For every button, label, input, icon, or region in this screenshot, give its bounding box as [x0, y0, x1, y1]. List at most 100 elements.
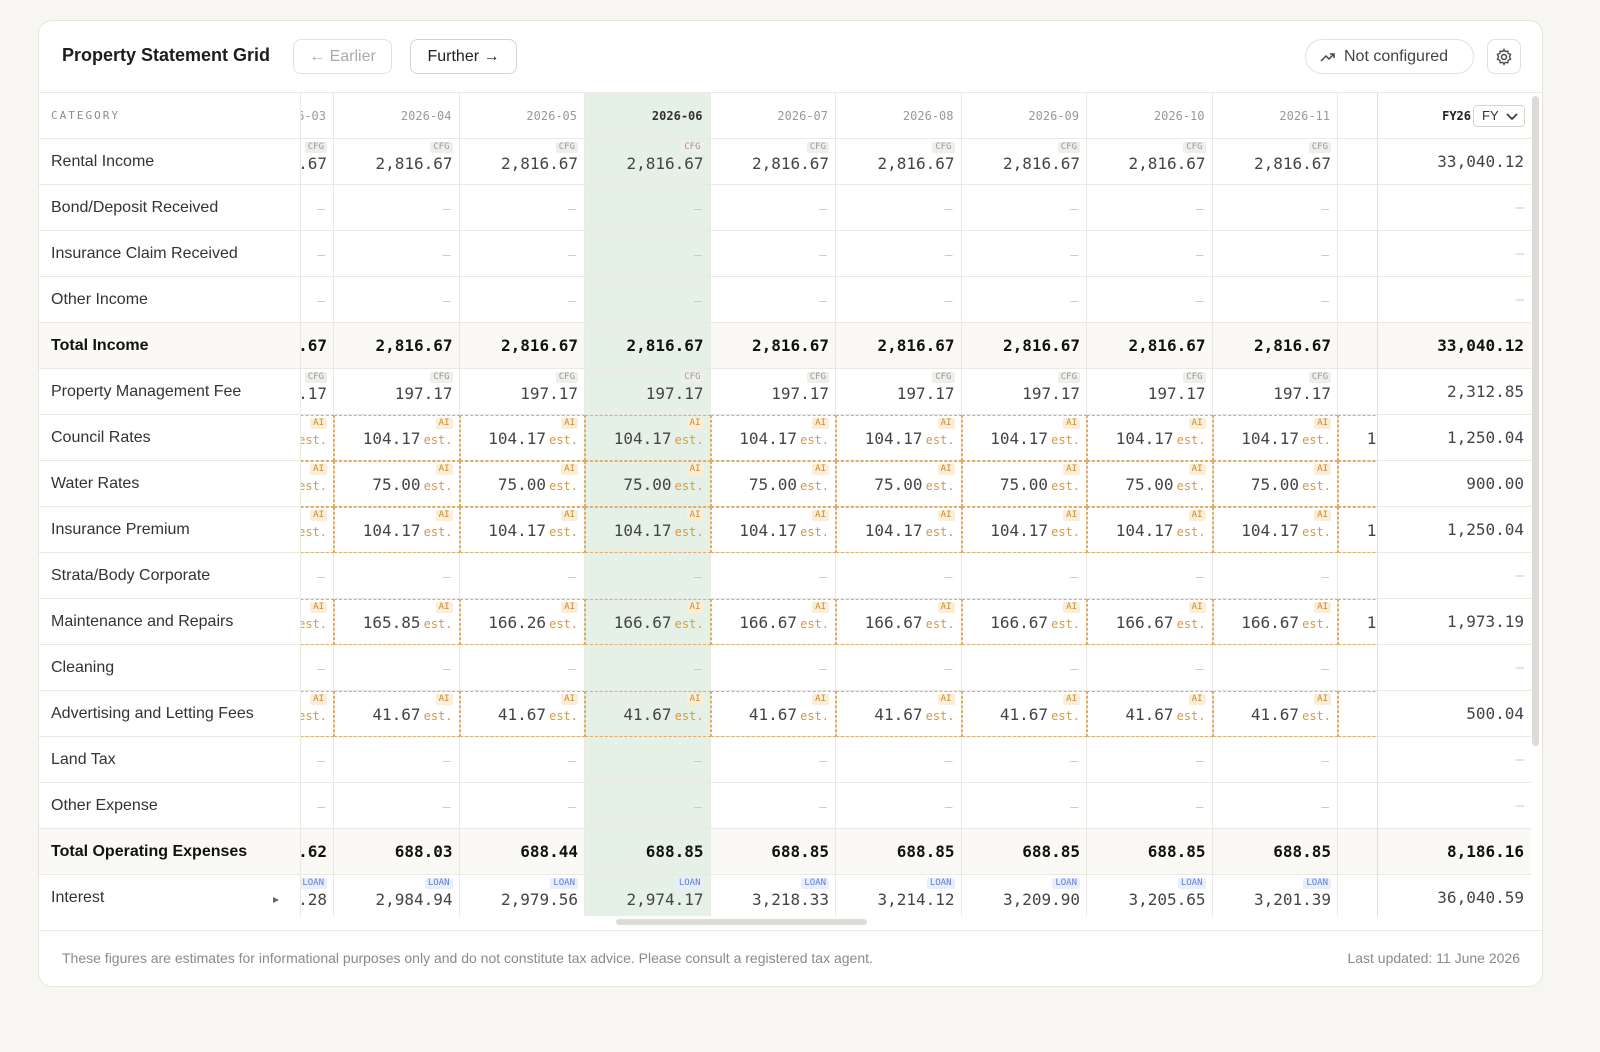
- value-cell: –: [334, 783, 460, 829]
- estimate-outline: [585, 599, 711, 645]
- cell-value: 2,974.17: [626, 890, 704, 909]
- cell-value: 75.00: [748, 475, 797, 494]
- value-cell: [1338, 645, 1377, 691]
- expand-icon[interactable]: [272, 896, 280, 904]
- estimate-outline: [459, 507, 585, 553]
- estimate-suffix: est.: [1051, 479, 1080, 493]
- value-cell: –: [710, 737, 836, 783]
- cell-value: 2,816.67: [1002, 154, 1080, 173]
- empty-value: –: [1195, 292, 1204, 308]
- further-button[interactable]: Further →: [410, 39, 517, 74]
- fy-value: –: [1515, 292, 1524, 308]
- fy-value: 1,250.04: [1446, 520, 1524, 539]
- cell-value: 104.17: [864, 521, 923, 540]
- value-cell: AI est.41.67: [334, 691, 460, 737]
- value-cell: AI est.41.67: [459, 691, 585, 737]
- empty-value: –: [317, 292, 325, 308]
- cell-value: 197.17: [394, 384, 453, 403]
- cell-value: 197.17: [1147, 384, 1206, 403]
- empty-value: –: [1070, 292, 1078, 308]
- estimate-outline: [334, 691, 460, 737]
- source-badge: AI: [1188, 464, 1206, 475]
- fy-cell: –: [1377, 783, 1531, 829]
- empty-value: –: [568, 568, 576, 584]
- value-cell: 2,816.67: [710, 323, 836, 369]
- empty-value: –: [1195, 568, 1204, 584]
- value-cell: –: [836, 231, 962, 277]
- horizontal-scrollbar[interactable]: [616, 919, 867, 925]
- settings-button[interactable]: [1487, 39, 1521, 74]
- value-cell: 688.44: [459, 829, 585, 875]
- value-cell: AI est.75.00: [961, 461, 1087, 507]
- value-cell: AI est.41.67: [585, 691, 711, 737]
- estimate-suffix: est.: [1302, 525, 1331, 539]
- estimate-suffix: est.: [1176, 525, 1206, 539]
- value-cell: AI est.166.67: [1212, 599, 1338, 645]
- source-badge: CFG: [1057, 372, 1080, 383]
- cell-value: 688.44: [520, 842, 578, 861]
- category-cell: Insurance Premium: [39, 507, 301, 553]
- cell-value: 688.85: [1147, 842, 1206, 861]
- month-viewport: 2026-03 2026-04 2026-05 2026-06 2026-07 2026-…: [301, 93, 1377, 916]
- empty-value: –: [1070, 752, 1078, 768]
- value-cell: –: [1212, 553, 1338, 599]
- category-cell: Council Rates: [39, 415, 301, 461]
- cell-value: 2,816.67: [1253, 336, 1331, 355]
- value-cell: [1338, 185, 1377, 231]
- empty-value: –: [442, 660, 451, 676]
- card-title: Property Statement Grid: [62, 45, 271, 65]
- estimate-outline: [301, 461, 334, 507]
- source-badge: CFG: [555, 372, 578, 383]
- estimate-outline: [1338, 461, 1377, 507]
- cell-value: 2,816.67: [751, 336, 829, 355]
- empty-value: –: [693, 660, 702, 676]
- cell-value: 104.17: [1241, 429, 1299, 448]
- cell-value: 166.67: [1115, 613, 1174, 632]
- value-cell: 688.85: [1087, 829, 1213, 875]
- cell-value: 75.00: [999, 475, 1048, 494]
- vertical-scrollbar[interactable]: [1532, 96, 1539, 746]
- fy-cell: –: [1377, 231, 1531, 277]
- fy-select[interactable]: FY: [1473, 105, 1525, 127]
- cell-value: 2,990.28: [301, 890, 327, 909]
- estimate-outline: [710, 507, 836, 553]
- source-badge: CFG: [681, 372, 704, 383]
- value-cell: –: [585, 645, 711, 691]
- earlier-button[interactable]: ← Earlier: [293, 39, 392, 74]
- cell-value: 166.67: [739, 613, 797, 632]
- estimate-outline: [836, 461, 962, 507]
- estimate-suffix: est.: [1051, 709, 1080, 723]
- value-cell: –: [459, 737, 585, 783]
- empty-value: –: [819, 568, 827, 584]
- cell-value: 197.17: [301, 384, 327, 403]
- estimate-suffix: est.: [800, 525, 829, 539]
- source-badge: AI: [435, 694, 453, 705]
- source-badge: AI: [310, 510, 327, 521]
- cell-value: 104.17: [613, 429, 672, 448]
- empty-value: –: [317, 798, 325, 814]
- category-label: Insurance Premium: [51, 521, 190, 538]
- source-badge: AI: [937, 694, 955, 705]
- status-button[interactable]: Not configured: [1305, 39, 1474, 74]
- cell-value: 3,214.12: [877, 890, 955, 909]
- category-cell: Other Expense: [39, 783, 301, 829]
- estimate-outline: [301, 507, 334, 553]
- empty-value: –: [693, 246, 702, 262]
- estimate-suffix: est.: [423, 525, 453, 539]
- value-cell: –: [836, 737, 962, 783]
- value-cell: –: [710, 277, 836, 323]
- empty-value: –: [819, 798, 827, 814]
- empty-value: –: [1321, 200, 1329, 216]
- cell-value: 2,816.67: [500, 154, 578, 173]
- disclaimer: These figures are estimates for informat…: [62, 950, 873, 966]
- source-badge: AI: [310, 602, 327, 613]
